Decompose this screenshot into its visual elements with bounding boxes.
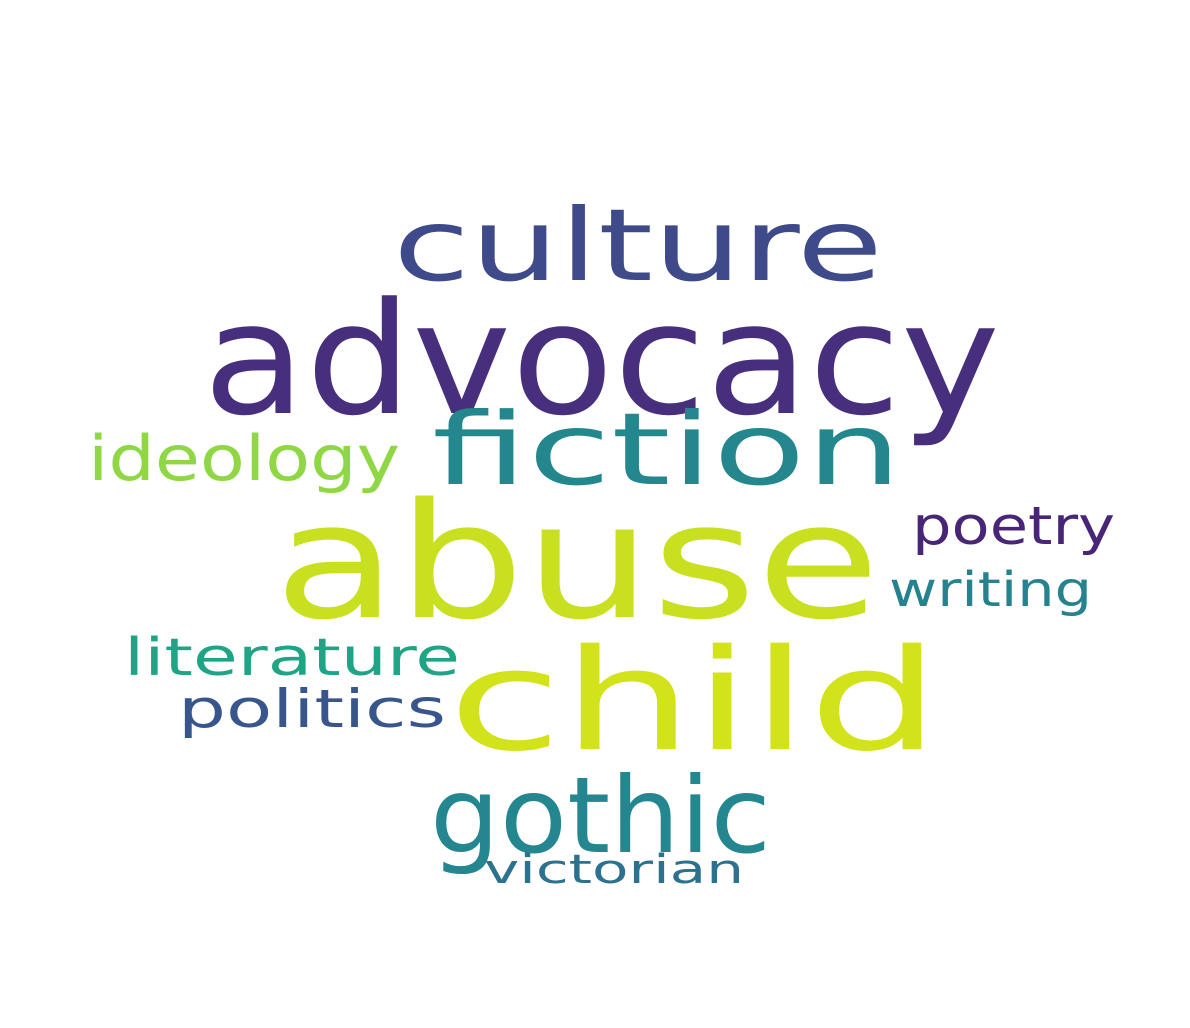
word-ideology: ideology (88, 422, 400, 495)
word-literature: literature (124, 628, 460, 688)
word-poetry: poetry (912, 496, 1115, 557)
word-abuse: abuse (274, 468, 880, 655)
word-gothic: gothic (430, 755, 771, 877)
word-politics: politics (178, 679, 446, 740)
word-child: child (448, 620, 940, 783)
word-writing: writing (889, 562, 1092, 618)
word-fiction: fiction (432, 391, 902, 508)
word-advocacy: advocacy (203, 269, 1000, 450)
word-culture: culture (393, 187, 883, 304)
word-victorian: victorian (484, 847, 744, 893)
